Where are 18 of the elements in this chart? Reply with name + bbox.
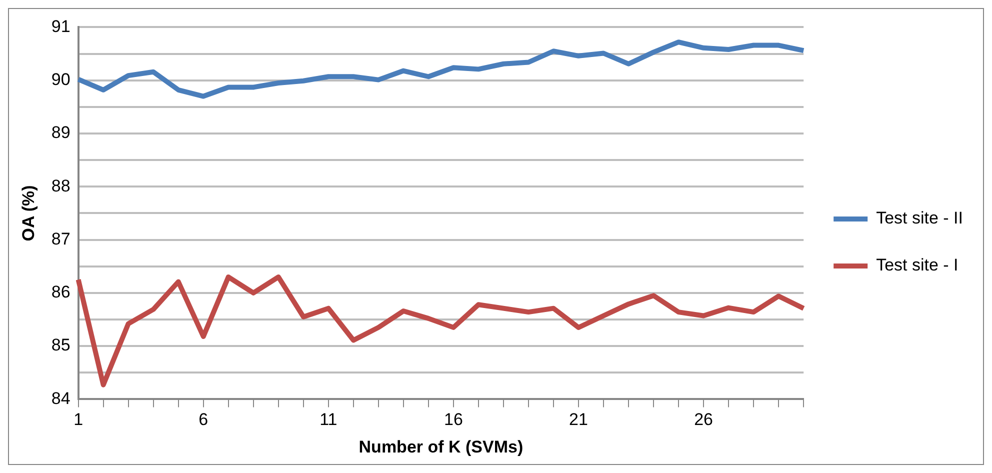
- y-tick-label: 88: [51, 176, 70, 196]
- x-tick-label: 6: [198, 410, 208, 430]
- x-tick-label: 21: [569, 410, 588, 430]
- x-tick-label: 1: [74, 410, 84, 430]
- y-tick-label: 91: [51, 16, 70, 36]
- y-tick-label: 90: [51, 70, 70, 90]
- legend-label: Test site - II: [876, 208, 964, 228]
- x-tick-label: 26: [694, 410, 714, 430]
- y-tick-label: 86: [51, 282, 70, 302]
- x-tick-label: 16: [444, 410, 463, 430]
- legend-label: Test site - I: [876, 256, 958, 275]
- y-tick-label: 87: [51, 229, 70, 248]
- y-tick-label: 84: [51, 388, 70, 408]
- x-tick-label: 11: [320, 410, 338, 430]
- y-tick-label: 85: [51, 336, 70, 355]
- y-tick-label: 89: [51, 123, 70, 142]
- y-axis-title: OA (%): [18, 185, 38, 242]
- x-axis-title: Number of K (SVMs): [358, 437, 524, 456]
